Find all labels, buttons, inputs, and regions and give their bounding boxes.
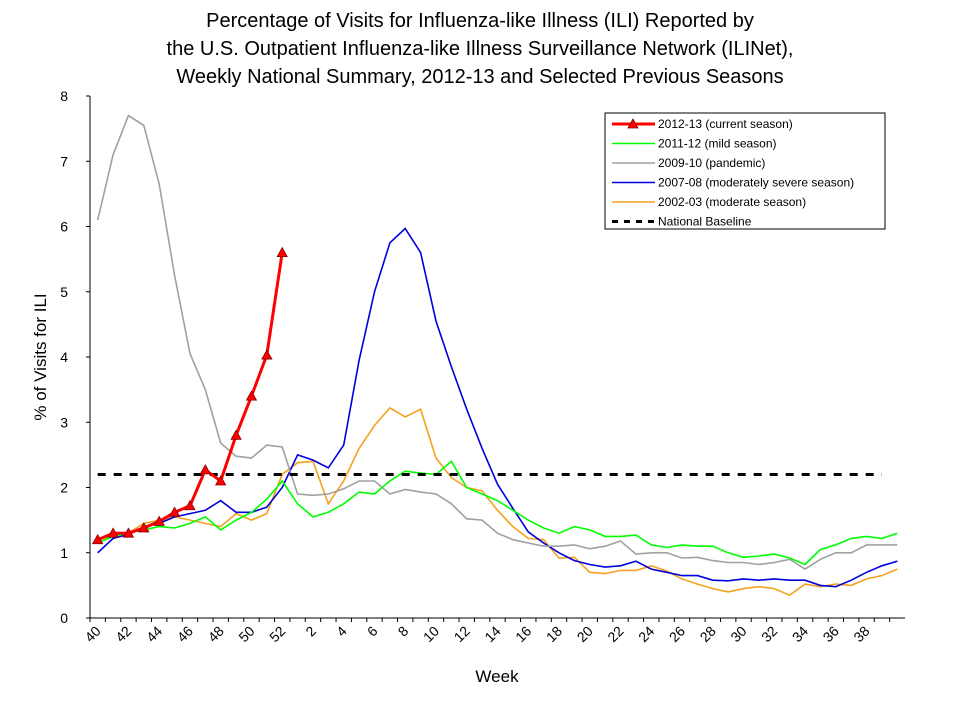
y-tick-label: 6 — [60, 219, 68, 235]
x-tick-label: 4 — [333, 623, 350, 640]
point-marker — [168, 506, 181, 517]
point-marker — [92, 533, 104, 545]
point-marker — [107, 527, 119, 538]
x-tick-label: 12 — [451, 623, 473, 645]
series-line — [97, 406, 898, 597]
point-marker — [215, 475, 227, 486]
legend-marker — [627, 118, 639, 129]
chart-title: Weekly National Summary, 2012-13 and Sel… — [176, 66, 783, 88]
x-tick-label: 50 — [235, 623, 257, 645]
point-marker — [245, 390, 258, 401]
legend-label: National Baseline — [658, 215, 752, 229]
x-tick-label: 28 — [697, 623, 719, 645]
x-tick-label: 18 — [543, 623, 565, 645]
y-tick-label: 0 — [60, 610, 68, 626]
y-tick-label: 3 — [60, 414, 68, 430]
x-tick-label: 32 — [758, 623, 780, 645]
legend-label: 2007-08 (moderately severe season) — [658, 176, 854, 190]
x-tick-label: 2 — [302, 623, 319, 640]
point-marker — [184, 499, 196, 511]
y-tick-label: 5 — [60, 284, 68, 300]
y-tick-label: 4 — [60, 349, 68, 365]
x-tick-label: 8 — [395, 623, 412, 640]
point-marker — [276, 246, 288, 258]
point-marker — [122, 527, 135, 538]
point-marker — [199, 464, 212, 475]
x-tick-label: 22 — [604, 623, 626, 645]
point-marker — [138, 522, 150, 533]
x-tick-label: 14 — [481, 623, 503, 645]
y-tick-label: 7 — [60, 153, 68, 169]
series-line — [97, 460, 898, 566]
y-tick-label: 8 — [60, 88, 68, 104]
y-tick-label: 2 — [60, 480, 68, 496]
series-line — [97, 227, 898, 588]
x-tick-label: 20 — [574, 623, 596, 645]
point-marker — [153, 515, 165, 526]
x-tick-label: 34 — [789, 623, 811, 645]
x-tick-label: 48 — [204, 623, 226, 645]
point-marker — [230, 429, 242, 440]
x-tick-label: 26 — [666, 623, 688, 645]
chart-title: Percentage of Visits for Influenza-like … — [206, 10, 754, 32]
x-tick-label: 30 — [727, 623, 749, 645]
x-tick-label: 36 — [820, 623, 842, 645]
x-tick-label: 40 — [81, 623, 103, 645]
legend-label: 2009-10 (pandemic) — [658, 156, 765, 170]
y-tick-label: 1 — [60, 545, 68, 561]
x-tick-label: 44 — [143, 623, 165, 645]
legend-label: 2012-13 (current season) — [658, 117, 793, 131]
x-tick-label: 16 — [512, 623, 534, 645]
y-axis-label: % of Visits for ILI — [31, 293, 50, 420]
x-tick-label: 46 — [174, 623, 196, 645]
x-tick-label: 6 — [364, 623, 381, 640]
legend-label: 2002-03 (moderate season) — [658, 195, 806, 209]
x-axis-label: Week — [475, 667, 519, 686]
legend-label: 2011-12 (mild season) — [658, 137, 777, 151]
point-marker — [261, 349, 273, 360]
x-tick-label: 10 — [420, 623, 442, 645]
x-tick-label: 24 — [635, 623, 657, 645]
x-tick-label: 52 — [266, 623, 288, 645]
legend — [604, 112, 886, 230]
x-tick-label: 38 — [850, 623, 872, 645]
chart-title: the U.S. Outpatient Influenza-like Illne… — [167, 38, 794, 60]
x-tick-label: 42 — [112, 623, 134, 645]
